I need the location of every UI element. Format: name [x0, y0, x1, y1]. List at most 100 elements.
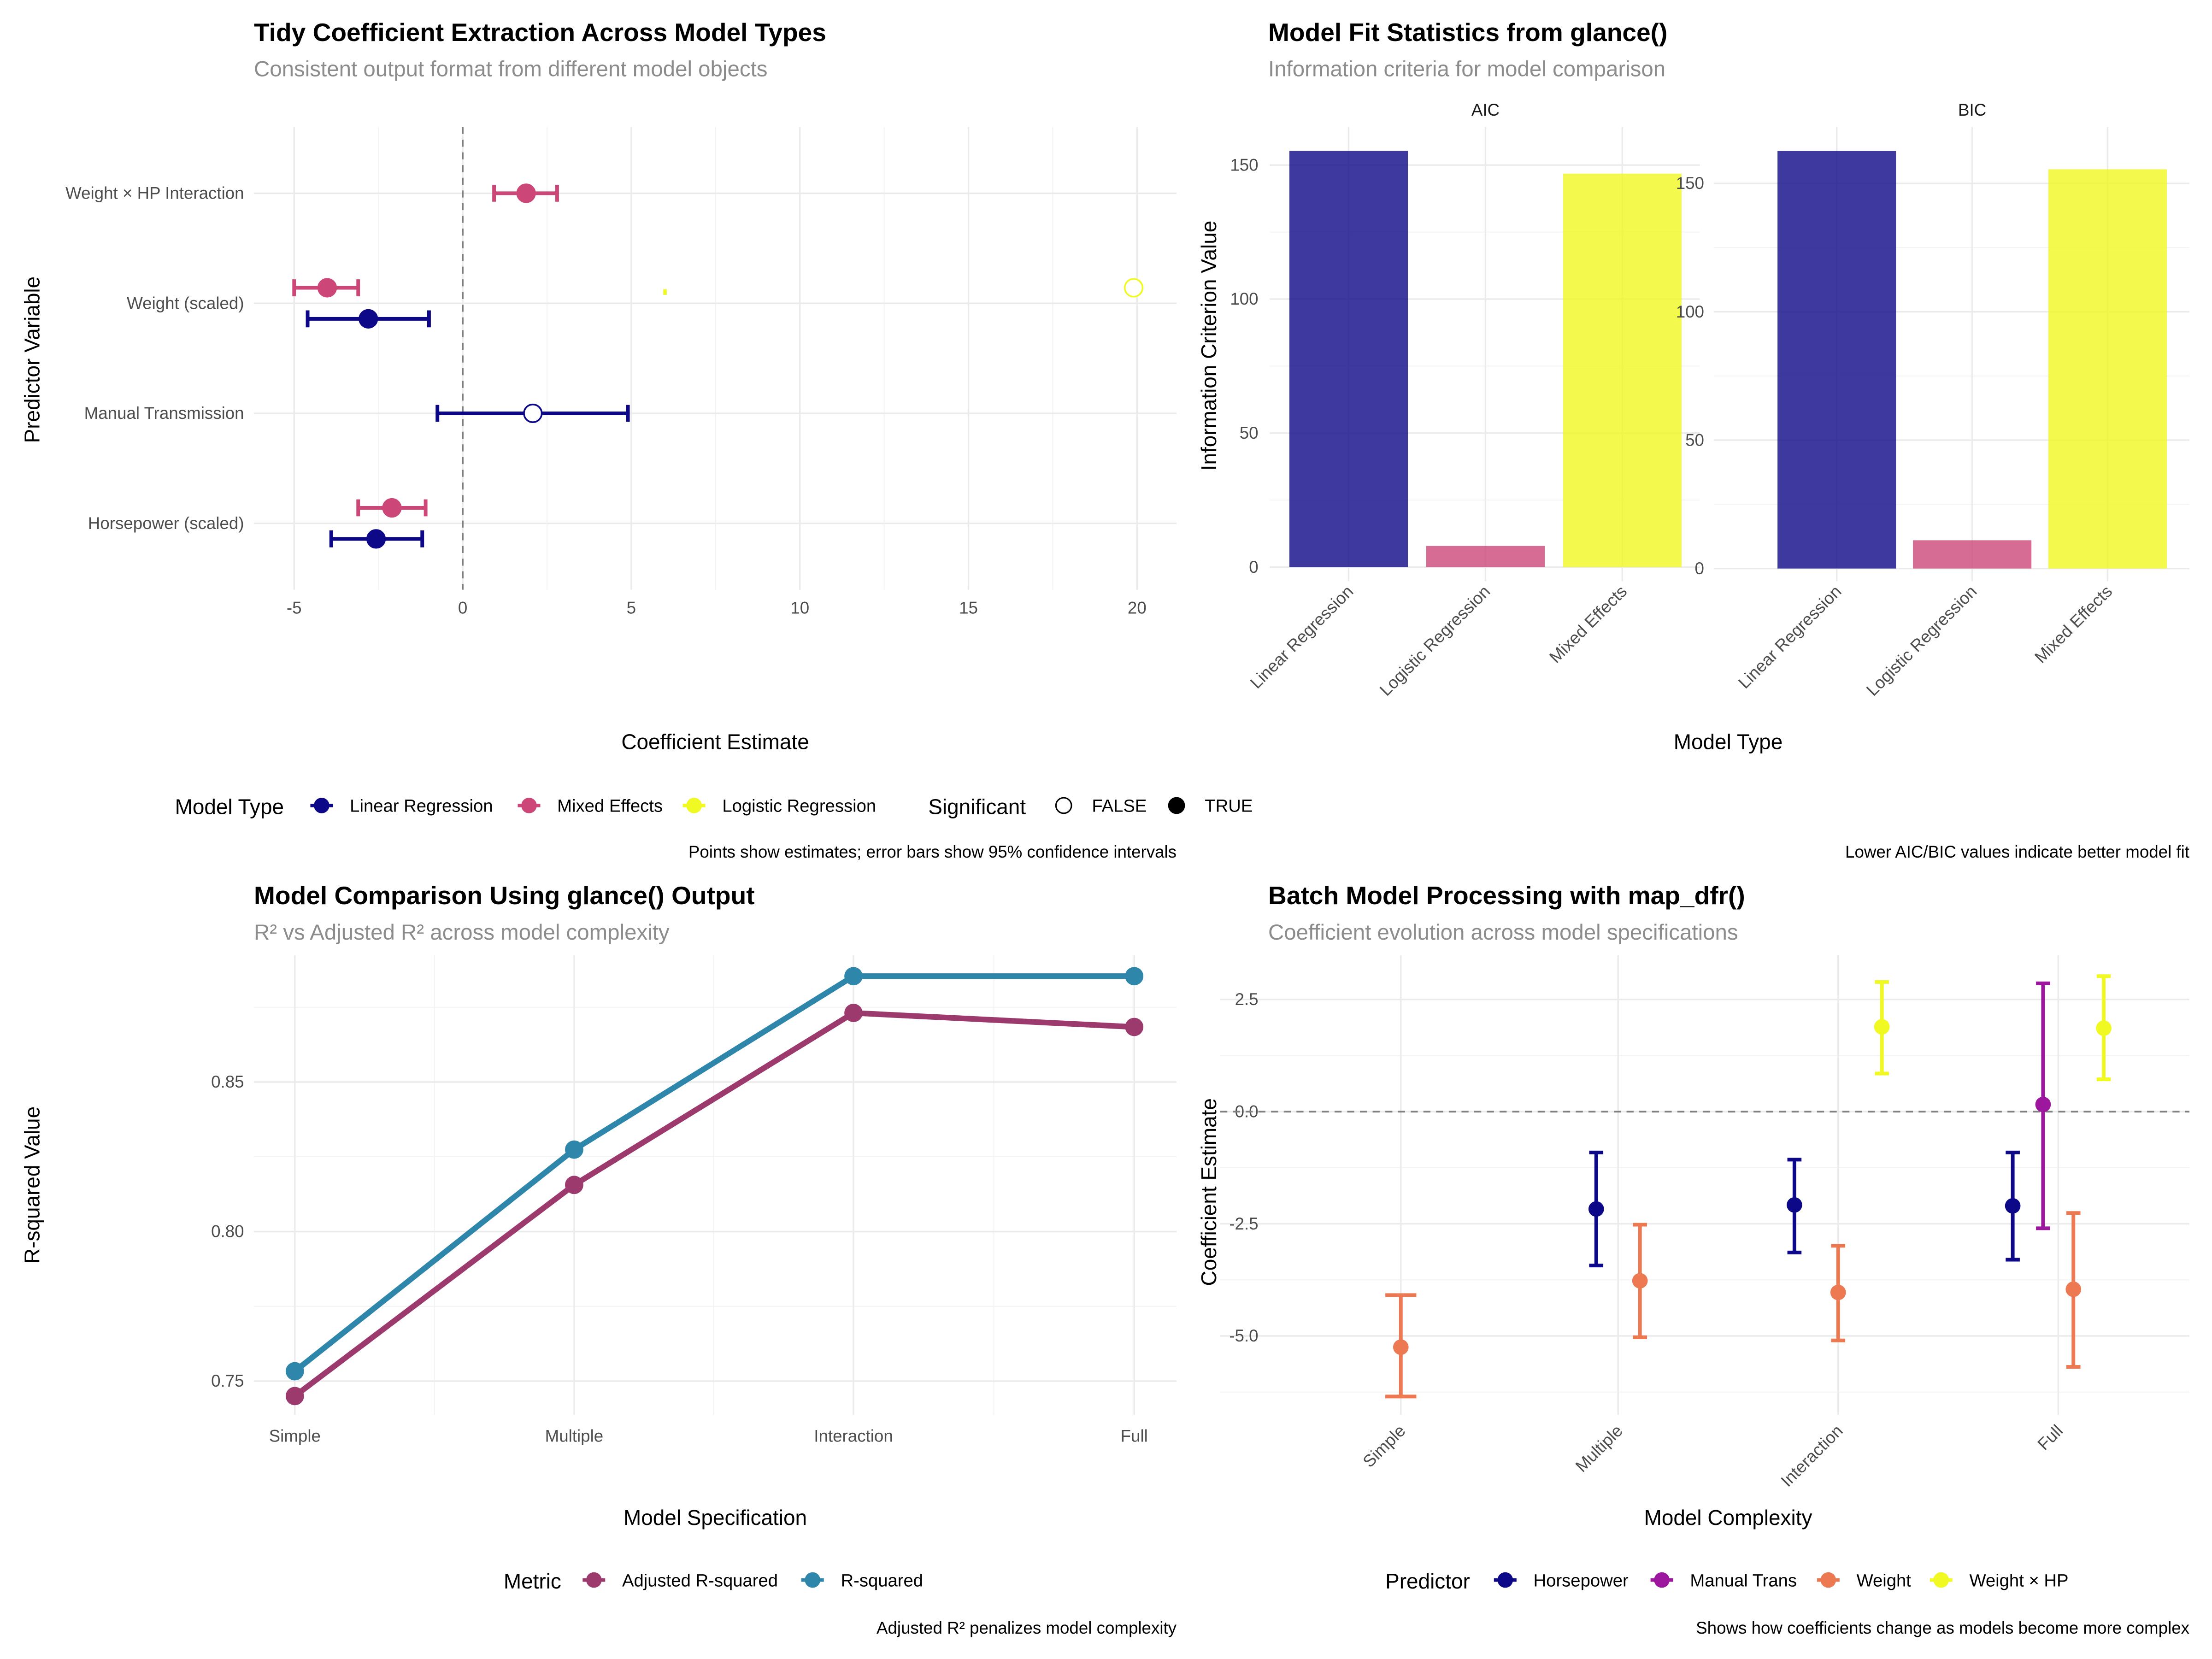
data-point	[317, 278, 337, 298]
bar	[1289, 151, 1408, 567]
data-point	[1124, 278, 1144, 298]
legend-key-point	[805, 1572, 821, 1588]
legend-key-point	[314, 798, 329, 813]
data-point	[1632, 1273, 1648, 1289]
x-tick-label: Full	[1121, 1427, 1148, 1446]
legend-label: Weight	[1857, 1571, 1912, 1590]
series-line	[293, 973, 1135, 1374]
y-tick-label: Weight (scaled)	[127, 294, 244, 312]
bar	[2048, 169, 2167, 569]
caption: Lower AIC/BIC values indicate better mod…	[1845, 842, 2189, 861]
caption: Points show estimates; error bars show 9…	[688, 842, 1177, 861]
legend-key-point	[686, 798, 702, 813]
data-point	[844, 967, 863, 986]
y-tick-label: Manual Transmission	[84, 404, 244, 423]
legend-label: Weight × HP	[1969, 1571, 2068, 1590]
data-point	[565, 1176, 583, 1194]
chart-title: Batch Model Processing with map_dfr()	[1268, 881, 1745, 910]
data-point	[565, 1140, 583, 1159]
data-point	[2005, 1198, 2021, 1214]
y-tick-label: -5.0	[1229, 1326, 1258, 1345]
x-tick-label: Logistic Regression	[1863, 582, 1981, 700]
panel-r-squared: Model Comparison Using glance() Output R…	[20, 881, 1177, 1637]
chart-title: Model Comparison Using glance() Output	[254, 881, 755, 910]
x-tick-label: Simple	[1359, 1421, 1409, 1471]
panel-fit-statistics: Model Fit Statistics from glance() Infor…	[1197, 18, 2189, 861]
x-tick-label: 20	[1128, 599, 1147, 618]
x-tick-label: Logistic Regression	[1376, 582, 1494, 700]
x-axis-label: Model Type	[1674, 730, 1783, 754]
x-tick-label: 0	[458, 599, 467, 618]
x-tick-label: Full	[2034, 1421, 2066, 1454]
legend-key-point	[1933, 1572, 1949, 1588]
y-tick-label: 0	[1695, 559, 1704, 578]
data-point	[1125, 1018, 1144, 1036]
bar	[1563, 173, 1682, 567]
legend-label: Manual Trans	[1690, 1571, 1797, 1590]
legend-title-color: Model Type	[175, 794, 284, 818]
legend-label: FALSE	[1092, 796, 1147, 816]
data-point	[2035, 1096, 2051, 1112]
data-point	[366, 529, 386, 549]
data-point	[1125, 967, 1144, 986]
data-point	[1874, 1019, 1890, 1035]
chart-subtitle: Information criteria for model compariso…	[1268, 57, 1665, 81]
y-tick-label: 50	[1685, 430, 1704, 449]
x-tick-label: Interaction	[1777, 1421, 1846, 1490]
legend-key-point	[1654, 1572, 1670, 1588]
data-point	[359, 309, 378, 329]
legend-key-shape	[1055, 797, 1072, 814]
legend-label: Mixed Effects	[557, 796, 663, 816]
bar	[1777, 151, 1896, 569]
x-tick-label: Linear Regression	[1735, 582, 1845, 692]
x-tick-label: Multiple	[1572, 1421, 1626, 1476]
y-tick-label: 100	[1676, 302, 1704, 321]
data-point	[382, 498, 402, 518]
y-tick-label: 0.80	[211, 1222, 244, 1241]
y-tick-label: 0.75	[211, 1371, 244, 1390]
x-tick-label: Interaction	[814, 1427, 893, 1446]
legend-label: Horsepower	[1534, 1571, 1629, 1590]
chart-subtitle: Coefficient evolution across model speci…	[1268, 920, 1738, 945]
y-tick-label: -2.5	[1229, 1214, 1258, 1233]
data-point	[844, 1004, 863, 1022]
chart-subtitle: R² vs Adjusted R² across model complexit…	[254, 920, 670, 945]
facet-label: BIC	[1958, 100, 1986, 119]
data-point	[1393, 1339, 1409, 1355]
data-point	[2065, 1281, 2082, 1297]
chart-title: Tidy Coefficient Extraction Across Model…	[254, 18, 826, 47]
y-tick-label: 2.5	[1235, 990, 1259, 1009]
legend-label: R-squared	[841, 1571, 923, 1590]
bar	[1913, 540, 2032, 569]
y-axis-label: Predictor Variable	[20, 276, 44, 443]
legend-label: Linear Regression	[350, 796, 493, 816]
x-axis-label: Model Complexity	[1644, 1506, 1812, 1530]
panel-batch-coefficients: Batch Model Processing with map_dfr() Co…	[1197, 881, 2189, 1637]
legend-title: Predictor	[1385, 1569, 1470, 1593]
legend-label: Logistic Regression	[722, 796, 876, 816]
y-axis-label: Coefficient Estimate	[1197, 1098, 1221, 1286]
data-point	[516, 183, 536, 203]
y-tick-label: Horsepower (scaled)	[88, 514, 244, 533]
x-tick-label: Simple	[269, 1427, 321, 1446]
legend-label: TRUE	[1205, 796, 1253, 816]
y-axis-label: Information Criterion Value	[1197, 221, 1221, 471]
y-tick-label: 0.85	[211, 1072, 244, 1091]
y-tick-label: 150	[1230, 155, 1258, 174]
caption: Adjusted R² penalizes model complexity	[877, 1618, 1177, 1637]
chart-title: Model Fit Statistics from glance()	[1268, 18, 1667, 47]
chart-subtitle: Consistent output format from different …	[254, 57, 767, 81]
legend-key-point	[521, 798, 537, 813]
x-tick-label: Linear Regression	[1247, 582, 1357, 692]
x-axis-label: Coefficient Estimate	[621, 730, 809, 754]
data-point	[285, 1362, 304, 1381]
y-tick-label: Weight × HP Interaction	[65, 184, 244, 203]
legend-key-shape	[1168, 797, 1185, 814]
x-axis-label: Model Specification	[624, 1506, 807, 1530]
y-tick-label: 0	[1249, 558, 1258, 577]
y-tick-label: 50	[1240, 424, 1259, 442]
y-tick-label: 100	[1230, 289, 1258, 308]
legend-key-point	[1497, 1572, 1513, 1588]
x-tick-label: 10	[790, 599, 809, 618]
